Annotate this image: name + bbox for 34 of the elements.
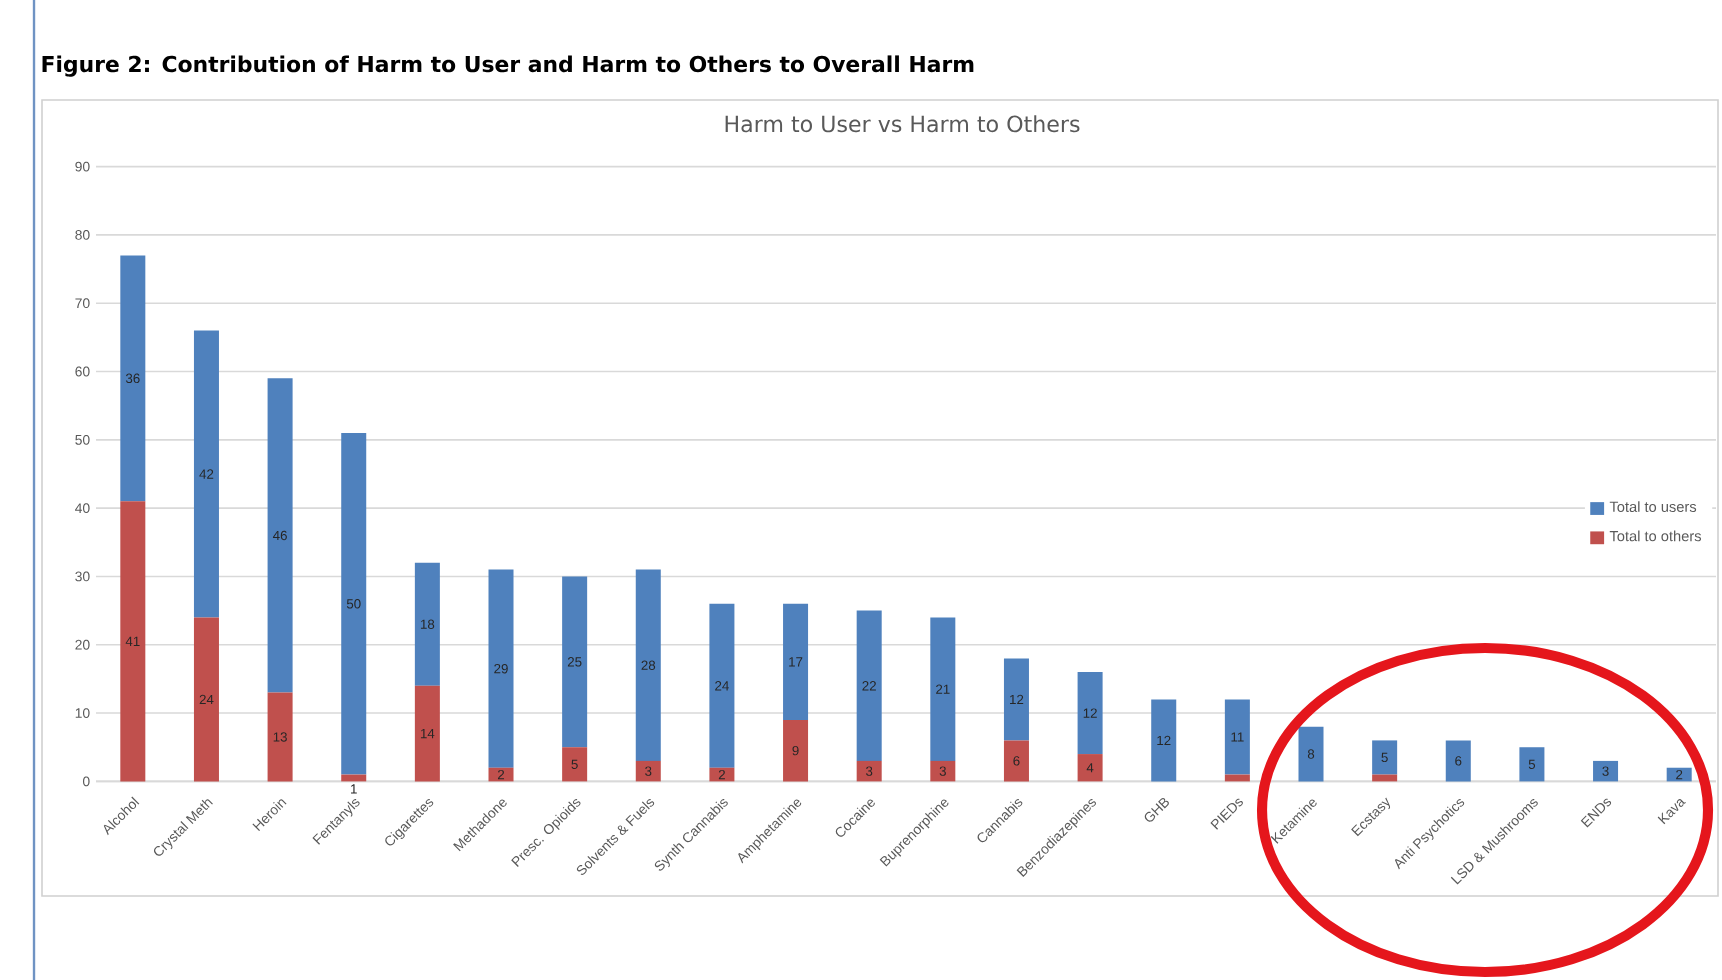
bar	[856, 610, 882, 761]
bar	[120, 255, 146, 502]
bar	[1151, 699, 1177, 782]
bar	[120, 501, 146, 782]
bar	[193, 617, 219, 782]
bar	[1372, 740, 1398, 775]
bar	[930, 760, 956, 782]
bar	[193, 330, 219, 618]
bar	[414, 685, 440, 782]
bar	[1298, 726, 1324, 782]
bar	[856, 760, 882, 782]
bar	[709, 603, 735, 768]
bar	[341, 433, 367, 775]
bar	[1519, 747, 1545, 782]
bar	[1003, 658, 1029, 741]
bar	[267, 378, 293, 693]
chart-title: Figure 2: Contribution of Harm to User and Harm to Others to Overall Harm	[42, 55, 974, 77]
bar	[267, 692, 293, 782]
bar	[1003, 740, 1029, 782]
bar	[783, 603, 809, 720]
bar	[414, 562, 440, 686]
bar	[635, 760, 661, 782]
bar	[1077, 672, 1103, 755]
bar	[1077, 754, 1103, 782]
bar	[1224, 699, 1250, 775]
bar	[562, 747, 588, 782]
bar	[1593, 760, 1619, 782]
bar	[488, 569, 514, 768]
bar	[1445, 740, 1471, 782]
bar	[635, 569, 661, 761]
bar	[783, 719, 809, 782]
chart-subtitle: Harm to User vs Harm to Others	[725, 115, 1080, 133]
bar	[562, 576, 588, 748]
bar	[930, 617, 956, 761]
